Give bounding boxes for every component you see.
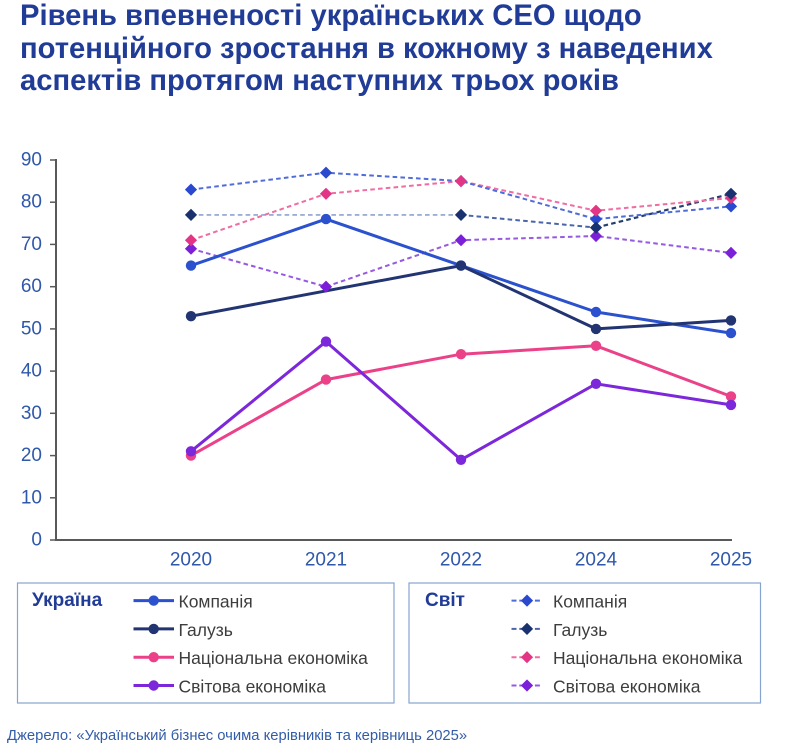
svg-text:2025: 2025 xyxy=(710,550,752,571)
svg-text:50: 50 xyxy=(21,318,42,339)
svg-text:20: 20 xyxy=(21,445,42,466)
svg-text:Джерело: «Український бізнес о: Джерело: «Український бізнес очима керів… xyxy=(7,728,467,744)
svg-text:30: 30 xyxy=(21,403,42,424)
svg-text:40: 40 xyxy=(21,361,42,382)
svg-text:Світ: Світ xyxy=(425,590,465,611)
svg-text:Світова економіка: Світова економіка xyxy=(179,677,327,697)
svg-text:10: 10 xyxy=(21,487,42,508)
svg-text:Національна економіка: Національна економіка xyxy=(553,648,743,668)
svg-text:Компанія: Компанія xyxy=(179,592,253,612)
svg-text:70: 70 xyxy=(21,234,42,255)
svg-text:2021: 2021 xyxy=(305,550,347,571)
svg-text:Національна економіка: Національна економіка xyxy=(179,648,369,668)
svg-text:Галузь: Галузь xyxy=(553,620,607,640)
svg-text:Галузь: Галузь xyxy=(179,620,233,640)
svg-text:80: 80 xyxy=(21,192,42,213)
svg-text:60: 60 xyxy=(21,276,42,297)
svg-text:0: 0 xyxy=(31,530,42,551)
svg-text:2024: 2024 xyxy=(575,550,618,571)
svg-text:Світова економіка: Світова економіка xyxy=(553,677,701,697)
svg-text:Компанія: Компанія xyxy=(553,592,627,612)
svg-text:2022: 2022 xyxy=(440,550,482,571)
svg-text:Україна: Україна xyxy=(32,590,103,611)
svg-text:90: 90 xyxy=(21,150,42,171)
svg-text:2020: 2020 xyxy=(170,550,212,571)
